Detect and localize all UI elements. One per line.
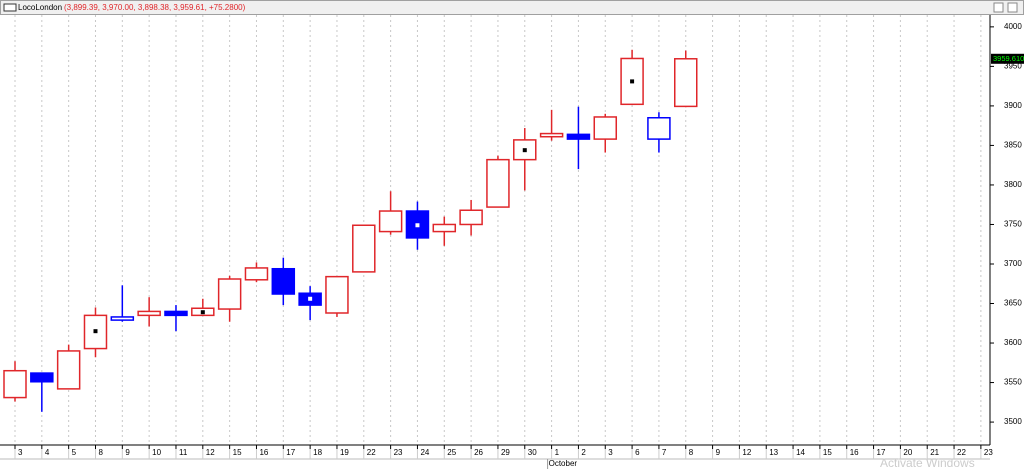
x-tick-label: 22: [957, 448, 966, 457]
month-label: October: [549, 459, 578, 468]
marker: [630, 79, 635, 84]
watermark: Activate Windows: [880, 456, 975, 469]
x-tick-label: 19: [340, 448, 349, 457]
candle-body: [217, 278, 242, 310]
candle-body: [56, 350, 81, 390]
candle-body: [566, 133, 591, 140]
candle-body: [30, 372, 54, 383]
x-tick-label: 18: [313, 448, 322, 457]
last-price-box: [991, 53, 1024, 64]
marker: [93, 329, 98, 334]
x-tick-label: 2: [581, 448, 586, 457]
x-tick-label: 30: [528, 448, 537, 457]
x-tick-label: 29: [501, 448, 510, 457]
instrument-name: LocoLondon: [18, 3, 62, 12]
restore-button[interactable]: [993, 2, 1004, 13]
quote: (3,899.39, 3,970.00, 3,898.38, 3,959.61,…: [64, 3, 246, 12]
x-tick-label: 25: [447, 448, 456, 457]
x-tick-label: 8: [689, 448, 694, 457]
x-tick-label: 23: [394, 448, 403, 457]
candle-body: [432, 223, 457, 233]
x-tick-label: 14: [796, 448, 805, 457]
x-tick-label: 6: [635, 448, 640, 457]
x-tick-label: 10: [152, 448, 161, 457]
y-tick-label: 3650: [1004, 299, 1022, 308]
x-tick-label: 21: [930, 448, 939, 457]
candle-body: [593, 116, 618, 140]
marker: [200, 310, 205, 315]
x-tick-label: 13: [769, 448, 778, 457]
candle-body: [486, 158, 510, 208]
x-tick-label: 16: [850, 448, 859, 457]
x-tick-label: 9: [716, 448, 721, 457]
last-price-label: 3959.610: [993, 54, 1024, 63]
candle-body: [110, 316, 135, 321]
x-tick-label: 8: [98, 448, 103, 457]
window-icon: [3, 3, 17, 12]
x-tick-label: 1: [555, 448, 560, 457]
x-tick-label: 24: [420, 448, 429, 457]
candle-body: [137, 310, 161, 317]
x-tick-label: 3: [608, 448, 613, 457]
x-tick-label: 22: [367, 448, 376, 457]
x-tick-label: 4: [45, 448, 50, 457]
x-tick-label: 20: [903, 448, 912, 457]
x-tick-label: 5: [72, 448, 77, 457]
x-tick-label: 26: [474, 448, 483, 457]
y-tick-label: 3850: [1004, 141, 1022, 150]
y-tick-label: 3600: [1004, 338, 1022, 347]
candle-body: [378, 210, 403, 233]
x-tick-label: 15: [233, 448, 242, 457]
y-tick-label: 3950: [1004, 61, 1022, 70]
x-tick-label: 16: [259, 448, 268, 457]
x-tick-label: 12: [206, 448, 215, 457]
marker: [522, 148, 527, 153]
candle-body: [539, 132, 564, 138]
candle-body: [325, 275, 349, 314]
candle-body: [647, 117, 671, 140]
x-tick-label: 9: [125, 448, 130, 457]
x-tick-label: 15: [823, 448, 832, 457]
x-tick-label: 11: [179, 448, 188, 457]
candle-body: [244, 267, 269, 281]
y-tick-label: 3900: [1004, 101, 1022, 110]
x-tick-label: 17: [877, 448, 886, 457]
y-tick-label: 3700: [1004, 259, 1022, 268]
x-tick-label: 23: [984, 448, 993, 457]
marker: [415, 223, 420, 228]
candle-body: [164, 310, 188, 317]
y-tick-label: 3550: [1004, 378, 1022, 387]
x-tick-label: 12: [742, 448, 751, 457]
y-tick-label: 4000: [1004, 22, 1022, 31]
y-tick-label: 3500: [1004, 417, 1022, 426]
candle-body: [459, 209, 483, 226]
x-tick-label: 17: [286, 448, 295, 457]
candle-body: [271, 267, 296, 295]
candle-body: [3, 369, 27, 399]
candle-body: [674, 58, 698, 108]
x-tick-label: 3: [18, 448, 23, 457]
close-button[interactable]: [1007, 2, 1018, 13]
x-tick-label: 7: [662, 448, 667, 457]
y-tick-label: 3750: [1004, 220, 1022, 229]
y-tick-label: 3800: [1004, 180, 1022, 189]
candle-body: [352, 224, 376, 273]
marker: [308, 296, 313, 301]
